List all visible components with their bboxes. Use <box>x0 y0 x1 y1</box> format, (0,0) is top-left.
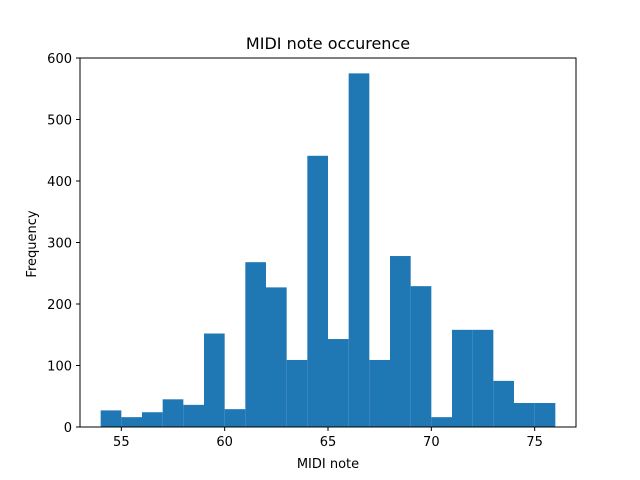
x-tick-label-55: 55 <box>113 435 130 450</box>
histogram-bar-74 <box>514 403 535 427</box>
histogram-bar-65 <box>328 339 349 427</box>
x-tick-label-65: 65 <box>320 435 337 450</box>
x-tick-label-60: 60 <box>216 435 233 450</box>
axes-frame <box>79 57 577 428</box>
y-tick-label-400: 400 <box>47 175 72 190</box>
ticks-group: 55 60 65 70 75 0 100 200 300 400 500 600 <box>47 52 543 450</box>
histogram-bar-75 <box>534 403 556 427</box>
histogram-bar-68 <box>390 256 411 427</box>
histogram-bar-61 <box>245 262 266 427</box>
histogram-bar-72 <box>472 329 494 427</box>
bars-group <box>100 73 556 427</box>
histogram-bar-55 <box>121 417 142 427</box>
histogram-bar-71 <box>452 329 473 427</box>
y-tick-label-500: 500 <box>47 114 72 129</box>
histogram-bar-62 <box>266 287 287 427</box>
histogram-bar-54 <box>100 410 122 427</box>
y-tick-label-600: 600 <box>47 52 72 67</box>
chart-title: MIDI note occurence <box>246 34 410 53</box>
x-tick-label-70: 70 <box>423 435 440 450</box>
histogram-bar-60 <box>224 409 246 427</box>
y-tick-label-0: 0 <box>64 421 72 436</box>
histogram-bar-66 <box>348 73 370 427</box>
histogram-bar-58 <box>183 404 204 427</box>
histogram-bar-56 <box>142 412 163 427</box>
x-tick-label-75: 75 <box>526 435 543 450</box>
histogram-bar-70 <box>431 417 452 427</box>
histogram-bar-69 <box>410 286 432 427</box>
x-axis-label: MIDI note <box>297 457 359 472</box>
y-tick-label-300: 300 <box>47 237 72 252</box>
y-tick-label-200: 200 <box>47 298 72 313</box>
y-axis-label: Frequency <box>25 210 40 277</box>
histogram-bar-57 <box>162 399 184 427</box>
histogram-bar-67 <box>369 359 390 427</box>
y-tick-label-100: 100 <box>47 360 72 375</box>
histogram-bar-63 <box>286 359 308 427</box>
histogram-bar-73 <box>493 380 514 427</box>
histogram-bar-64 <box>307 155 328 427</box>
histogram-bar-59 <box>204 333 225 427</box>
